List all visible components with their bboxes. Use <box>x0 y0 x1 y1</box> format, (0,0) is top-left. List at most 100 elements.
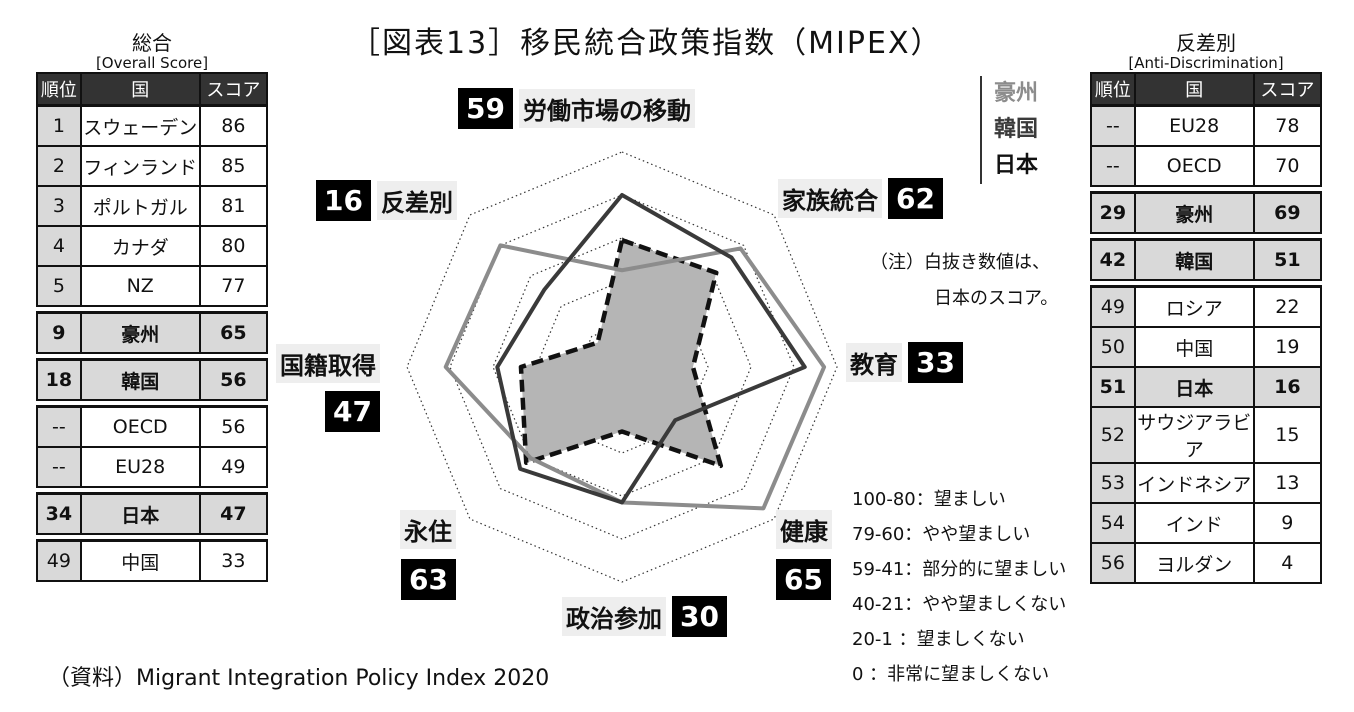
score-cell: 86 <box>198 104 269 147</box>
overall-table-panel: 総合 [Overall Score] 順位国スコア 1 スウェーデン 86 2 フィンラン… <box>36 32 269 582</box>
rank-cell: 42 <box>1090 238 1136 281</box>
axis-name-nationality: 国籍取得 <box>276 344 380 383</box>
table-header: 順位 <box>36 72 82 107</box>
score-cell: 22 <box>1252 285 1323 328</box>
group-gap <box>37 306 267 313</box>
axis-value-antidiscrimination: 16 <box>316 180 371 221</box>
rank-cell: 2 <box>36 145 82 187</box>
score-cell: 47 <box>198 492 269 535</box>
axis-label-antidiscrimination: 16 反差別 <box>316 180 457 221</box>
table-row: 29 豪州 69 <box>1090 191 1323 234</box>
anti-table: 順位国スコア -- EU28 78 -- OECD 70 29 豪州 69 42 韓国 51 49 ロシア 2… <box>1090 72 1323 584</box>
group-gap <box>37 353 267 360</box>
country-cell: EU28 <box>1133 104 1255 147</box>
country-cell: 豪州 <box>1133 191 1255 234</box>
table-row: 18 韓国 56 <box>36 358 269 401</box>
axis-value-nationality: 47 <box>325 391 380 432</box>
score-cell: 16 <box>1252 366 1323 408</box>
table-row: 1 スウェーデン 86 <box>36 104 269 147</box>
country-cell: ポルトガル <box>79 185 201 227</box>
rank-cell: 34 <box>36 492 82 535</box>
rank-cell: 5 <box>36 265 82 307</box>
axis-value-education: 33 <box>908 342 963 383</box>
rank-cell: -- <box>1090 104 1136 147</box>
table-row: 49 中国 33 <box>36 539 269 582</box>
legend-aus: 豪州 <box>994 81 1039 106</box>
axis-label-labour: 59 労働市場の移動 <box>458 88 695 129</box>
score-cell: 65 <box>198 311 269 354</box>
score-cell: 49 <box>198 446 269 488</box>
score-cell: 70 <box>1252 145 1323 187</box>
axis-name-family: 家族統合 <box>778 179 882 218</box>
source-note: （資料）Migrant Integration Policy Index 202… <box>48 666 550 691</box>
table-row: 53 インドネシア 13 <box>1090 462 1323 504</box>
scale-item: 0 ：非常に望ましくない <box>852 664 1050 685</box>
country-cell: 豪州 <box>79 311 201 354</box>
rank-cell: 51 <box>1090 366 1136 408</box>
group-gap <box>1091 233 1321 240</box>
scale-item: 59-41：部分的に望ましい <box>852 559 1067 580</box>
table-row: 54 インド 9 <box>1090 502 1323 544</box>
rank-cell: 3 <box>36 185 82 227</box>
table-row: 50 中国 19 <box>1090 326 1323 368</box>
country-cell: 韓国 <box>79 358 201 401</box>
country-cell: フィンランド <box>79 145 201 187</box>
legend-jpn: 日本 <box>994 153 1039 178</box>
rank-cell: 1 <box>36 104 82 147</box>
country-cell: スウェーデン <box>79 104 201 147</box>
rank-cell: -- <box>36 446 82 488</box>
scale-item: 40-21：やや望ましくない <box>852 594 1067 615</box>
axis-label-health: 健康 65 <box>776 510 832 600</box>
country-cell: サウジアラビア <box>1133 406 1255 464</box>
rank-cell: 53 <box>1090 462 1136 504</box>
axis-value-labour: 59 <box>458 88 513 129</box>
radar-series-kor <box>495 193 807 505</box>
country-cell: インドネシア <box>1133 462 1255 504</box>
axis-label-nationality: 国籍取得 47 <box>276 344 380 432</box>
country-cell: 日本 <box>1133 366 1255 408</box>
overall-table-subtitle: [Overall Score] <box>95 54 209 72</box>
rank-cell: 9 <box>36 311 82 354</box>
scale-item: 100-80：望ましい <box>852 489 1006 510</box>
score-cell: 9 <box>1252 502 1323 544</box>
rank-cell: 49 <box>36 539 82 582</box>
scale-item: 79-60：やや望ましい <box>852 524 1031 545</box>
group-gap <box>37 400 267 407</box>
rank-cell: -- <box>36 405 82 448</box>
country-cell: OECD <box>1133 145 1255 187</box>
country-cell: NZ <box>79 265 201 307</box>
axis-label-education: 教育 33 <box>846 342 963 383</box>
anti-table-title: 反差別 <box>1176 31 1236 55</box>
table-row: -- EU28 49 <box>36 446 269 488</box>
table-row: 4 カナダ 80 <box>36 225 269 267</box>
axis-label-political: 政治参加 30 <box>562 596 727 637</box>
score-cell: 13 <box>1252 462 1323 504</box>
country-cell: ロシア <box>1133 285 1255 328</box>
rank-cell: -- <box>1090 145 1136 187</box>
table-header: 順位 <box>1090 72 1136 107</box>
table-header: スコア <box>198 72 269 107</box>
group-gap <box>37 487 267 494</box>
table-row: -- OECD 56 <box>36 405 269 448</box>
rank-cell: 4 <box>36 225 82 267</box>
legend-kor: 韓国 <box>994 117 1039 142</box>
country-cell: カナダ <box>79 225 201 267</box>
axis-value-family: 62 <box>888 178 943 219</box>
table-row: 51 日本 16 <box>1090 366 1323 408</box>
table-row: 2 フィンランド 85 <box>36 145 269 187</box>
score-cell: 56 <box>198 405 269 448</box>
group-gap <box>1091 186 1321 193</box>
table-row: 52 サウジアラビア 15 <box>1090 406 1323 464</box>
group-gap <box>37 534 267 541</box>
score-cell: 33 <box>198 539 269 582</box>
table-row: 56 ヨルダン 4 <box>1090 542 1323 584</box>
table-row: -- EU28 78 <box>1090 104 1323 147</box>
group-gap <box>1091 280 1321 287</box>
country-cell: 中国 <box>79 539 201 582</box>
rank-cell: 52 <box>1090 406 1136 464</box>
table-header: 国 <box>79 72 201 107</box>
score-scale-legend: 100-80：望ましい 79-60：やや望ましい 59-41：部分的に望ましい … <box>852 482 1066 692</box>
radar-series-jpn <box>518 237 724 469</box>
rank-cell: 29 <box>1090 191 1136 234</box>
